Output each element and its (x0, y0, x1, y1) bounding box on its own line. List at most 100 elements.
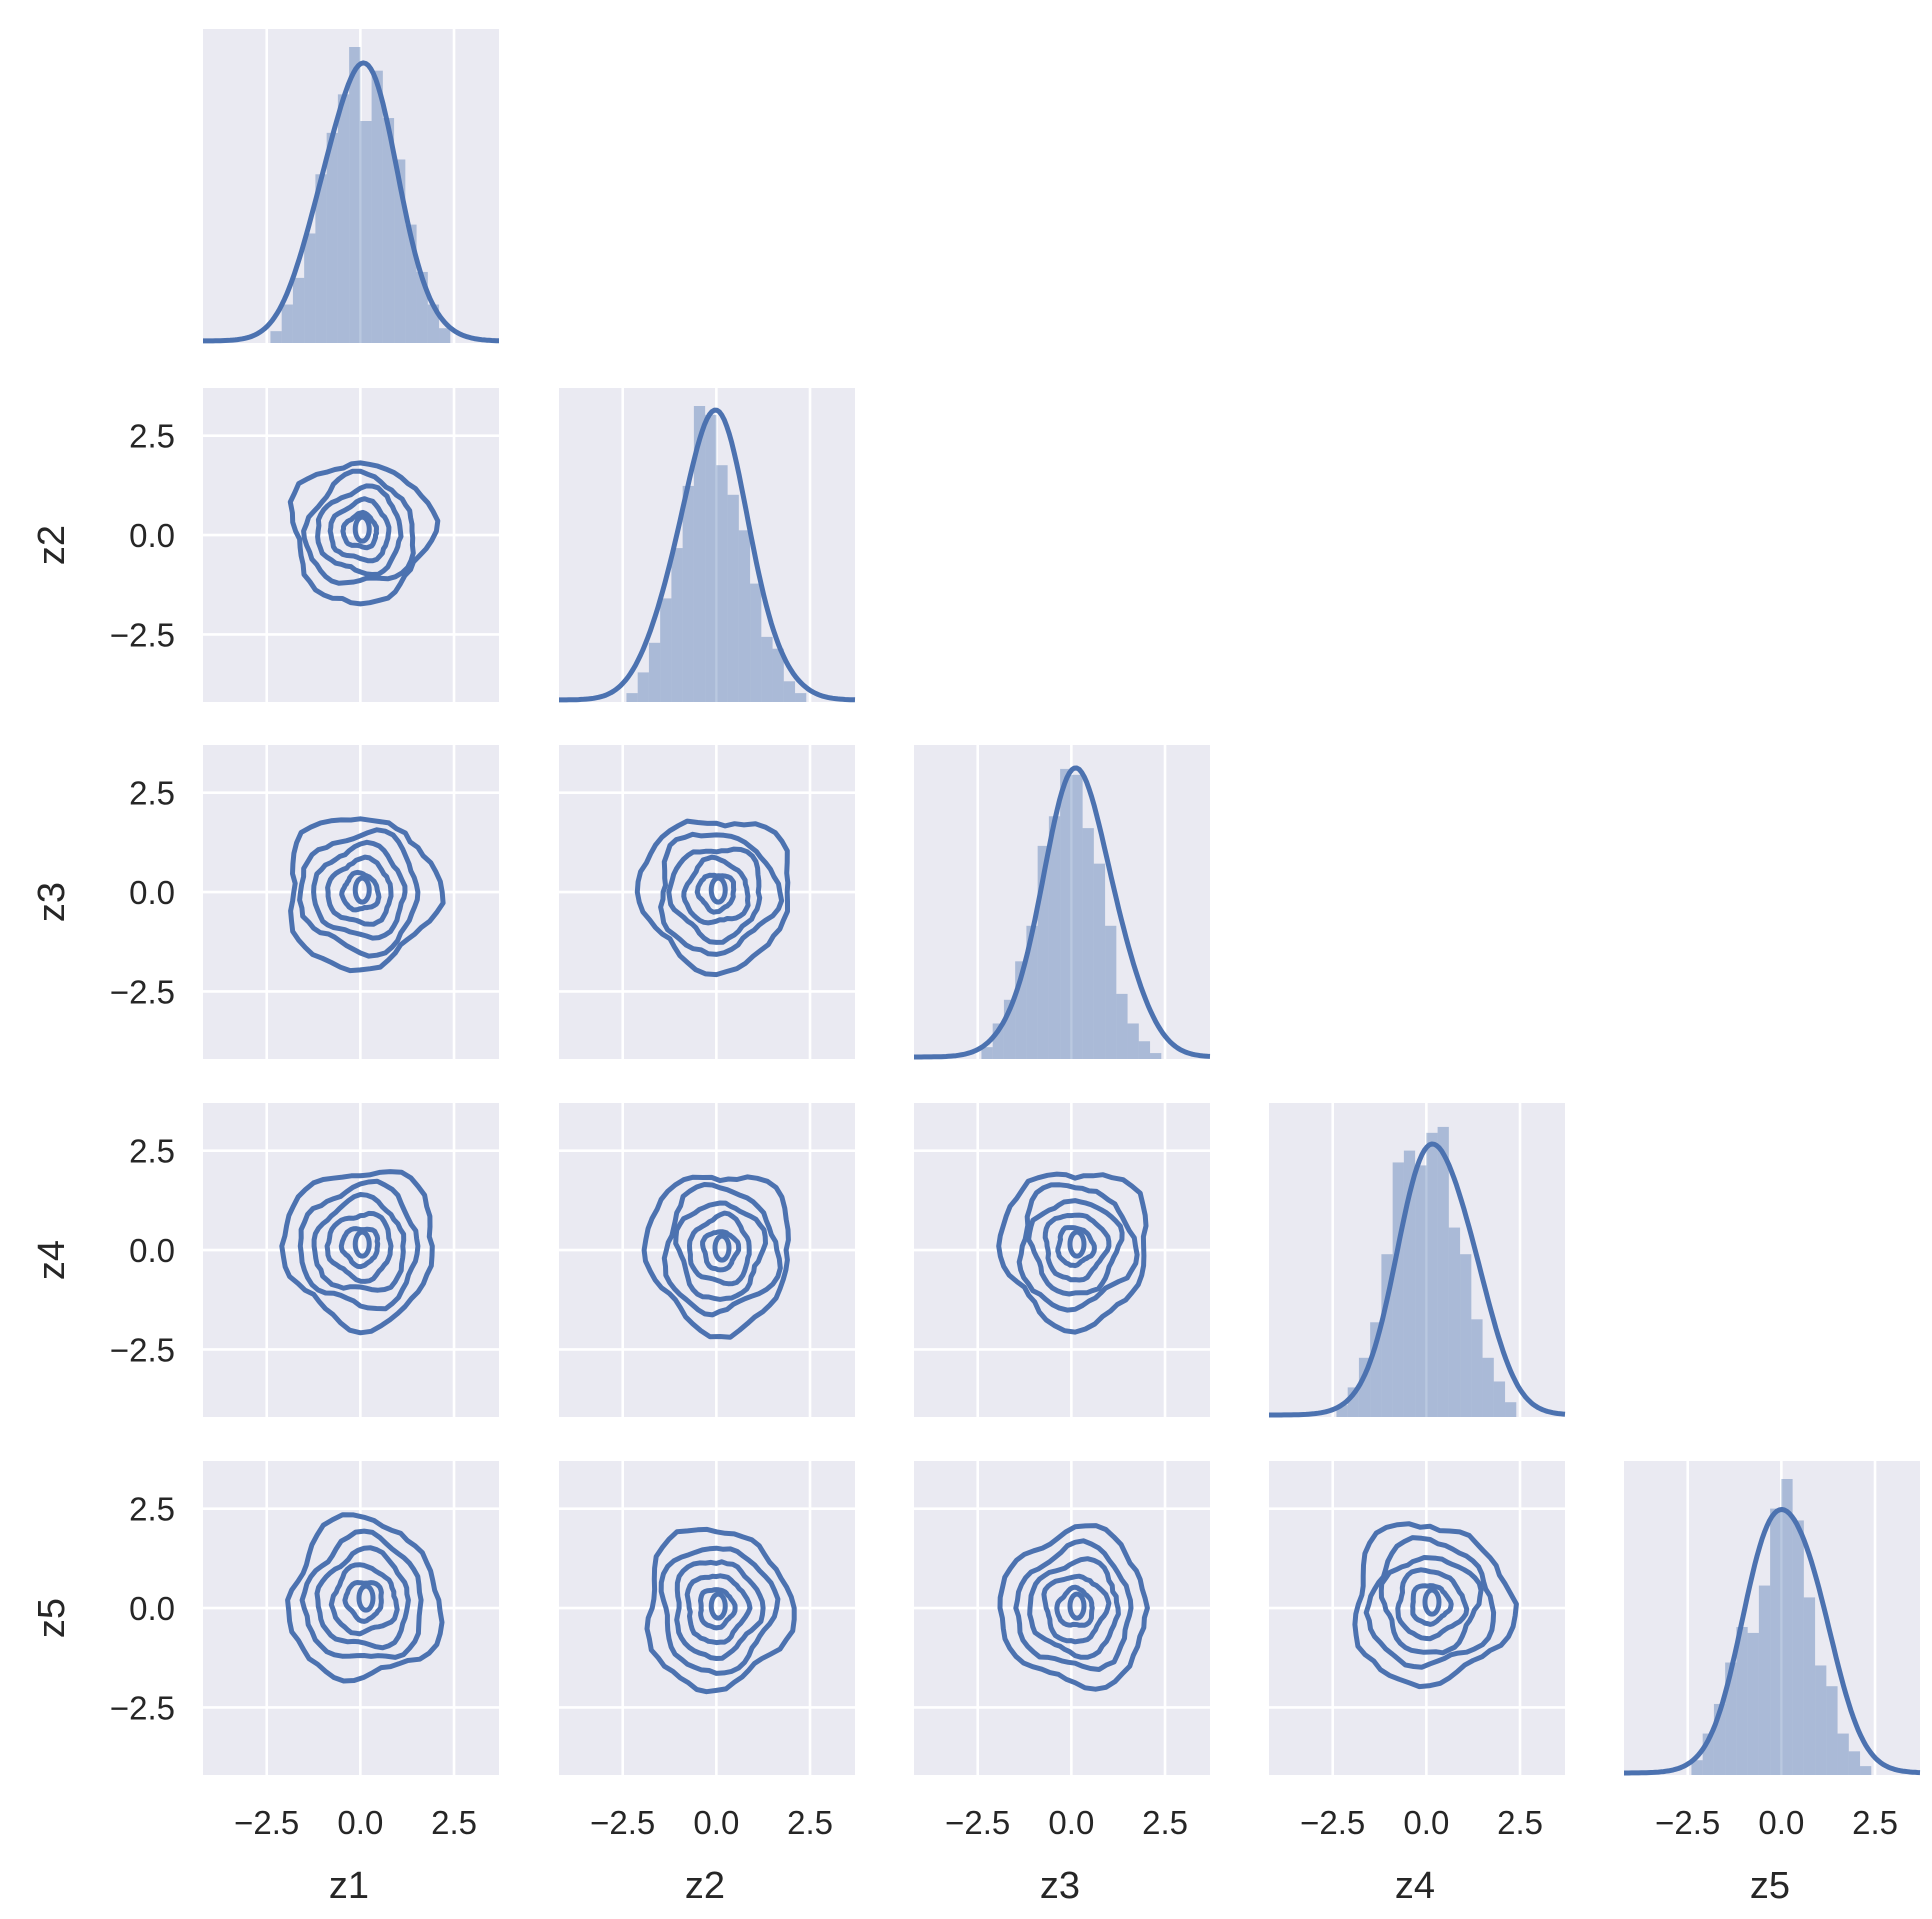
y-tick-label-z4-0: −2.5 (110, 1331, 175, 1368)
hist-bar-0 (1336, 1405, 1348, 1417)
hist-bar-10 (382, 118, 395, 343)
hist-bar-14 (1848, 1751, 1861, 1775)
x-tick-label-z1-2: 2.5 (431, 1804, 477, 1841)
panel-z4-z4 (1269, 1103, 1566, 1418)
hist-bar-2 (292, 277, 305, 343)
x-axis-label-z1: z1 (329, 1865, 369, 1907)
hist-bar-4 (671, 548, 683, 702)
y-tick-label-z3-0: −2.5 (110, 973, 175, 1010)
panel-z1-z4 (203, 1103, 499, 1417)
hist-bar-5 (1747, 1632, 1759, 1775)
hist-bar-14 (783, 681, 796, 702)
hist-bar-14 (427, 304, 440, 343)
contour-level-4 (700, 1229, 742, 1273)
panel-z1-z3 (203, 745, 499, 1059)
kde-curve (1624, 1507, 1921, 1776)
hist-bar-8 (716, 465, 728, 702)
hist-bar-15 (1505, 1402, 1517, 1417)
hist-bar-7 (1770, 1508, 1782, 1775)
contour-level-2 (315, 483, 404, 577)
hist-bar-10 (1448, 1227, 1461, 1417)
panels-layer (203, 29, 1921, 1776)
hist-bar-7 (1060, 768, 1072, 1059)
hist-bar-4 (1381, 1254, 1393, 1417)
x-axis-label-z3: z3 (1040, 1865, 1080, 1907)
panel-z1-z2 (203, 388, 499, 702)
contour-level-2 (673, 1200, 768, 1302)
y-tick-label-z5-2: 2.5 (129, 1491, 175, 1528)
panel-z3-z3 (914, 745, 1211, 1060)
x-tick-label-z3-1: 0.0 (1048, 1804, 1094, 1841)
y-tick-label-z3-1: 0.0 (129, 874, 175, 911)
contour-level-2 (1026, 1198, 1125, 1297)
panel-z3-z5 (914, 1461, 1210, 1775)
hist-bar-6 (1758, 1585, 1771, 1775)
contour-level-3 (324, 1210, 394, 1284)
hist-bar-11 (1105, 925, 1117, 1059)
contour-core (352, 875, 372, 905)
hist-bar-6 (693, 406, 706, 702)
y-tick-label-z2-1: 0.0 (129, 517, 175, 554)
hist-bar-14 (1493, 1381, 1506, 1417)
contour-level-2 (311, 839, 408, 941)
hist-bar-7 (349, 47, 361, 343)
hist-bar-5 (682, 485, 694, 702)
y-tick-label-z4-2: 2.5 (129, 1133, 175, 1170)
y-tick-label-z5-0: −2.5 (110, 1689, 175, 1726)
contour-level-1 (297, 1178, 421, 1312)
panel-background (203, 745, 499, 1059)
hist-bar-0 (1691, 1760, 1703, 1775)
contour-level-1 (297, 827, 421, 959)
contour-level-4 (1055, 1225, 1097, 1269)
panel-z2-z5 (559, 1461, 855, 1775)
y-axis-label-z3: z3 (31, 882, 73, 922)
hist-bar-1 (1347, 1387, 1359, 1417)
contour-level-0 (287, 460, 441, 607)
contour-level-1 (301, 468, 416, 586)
hist-bar-9 (1082, 828, 1094, 1059)
x-tick-label-z2-1: 0.0 (693, 1804, 739, 1841)
y-tick-label-z4-1: 0.0 (129, 1232, 175, 1269)
hist-bar-1 (1702, 1733, 1714, 1775)
y-tick-label-z2-2: 2.5 (129, 418, 175, 455)
contour-level-4 (339, 869, 382, 913)
panel-z4-z5 (1269, 1461, 1565, 1775)
hist-bar-10 (738, 530, 751, 702)
contour-level-2 (1027, 1556, 1121, 1660)
kde-curve (559, 407, 856, 703)
y-tick-label-z2-0: −2.5 (110, 616, 175, 653)
x-axis-label-z5: z5 (1750, 1865, 1790, 1907)
hist-bar-11 (750, 583, 762, 702)
hist-bar-7 (705, 414, 717, 702)
hist-bar-10 (1093, 863, 1106, 1059)
contour-level-1 (299, 1528, 424, 1660)
hist-bar-2 (1003, 999, 1016, 1059)
hist-bar-13 (1127, 1023, 1139, 1059)
hist-bar-15 (1860, 1766, 1872, 1775)
contour-level-4 (1410, 1583, 1454, 1627)
contour-core (356, 1583, 376, 1613)
contour-core (1067, 1229, 1087, 1259)
contour-level-0 (279, 1169, 435, 1336)
y-axis-label-z2: z2 (31, 525, 73, 565)
contour-level-2 (1378, 1555, 1484, 1656)
contour-core (352, 1229, 372, 1259)
contour-level-2 (666, 846, 763, 945)
hist-bar-9 (1437, 1126, 1449, 1417)
contour-level-0 (634, 818, 791, 978)
hist-bar-0 (626, 693, 638, 702)
contour-level-3 (681, 854, 751, 926)
x-tick-label-z2-2: 2.5 (787, 1804, 833, 1841)
contour-level-0 (641, 1174, 791, 1340)
contour-level-2 (311, 1192, 407, 1293)
hist-bar-3 (1015, 961, 1027, 1059)
hist-bar-0 (270, 331, 282, 343)
contour-level-2 (674, 1559, 766, 1661)
hist-bar-8 (1426, 1132, 1438, 1417)
hist-bar-12 (1471, 1319, 1483, 1417)
panel-z1-z5 (203, 1461, 499, 1775)
x-tick-label-z1-0: −2.5 (234, 1804, 299, 1841)
hist-bar-12 (405, 224, 417, 343)
hist-bar-12 (1826, 1686, 1838, 1775)
